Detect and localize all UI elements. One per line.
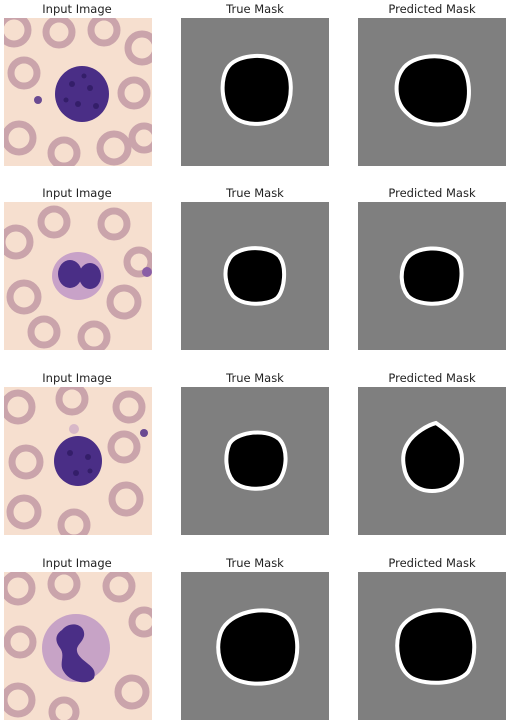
true-mask bbox=[181, 387, 329, 535]
input-image-title: Input Image bbox=[42, 186, 112, 200]
predicted-mask-title: Predicted Mask bbox=[388, 186, 476, 200]
true-mask-title: True Mask bbox=[226, 186, 284, 200]
input-image-title: Input Image bbox=[42, 556, 112, 570]
predicted-mask bbox=[358, 18, 506, 166]
input-image-title: Input Image bbox=[42, 2, 112, 16]
true-mask bbox=[181, 18, 329, 166]
input-image bbox=[4, 18, 152, 166]
input-image bbox=[4, 572, 152, 720]
true-mask bbox=[181, 572, 329, 720]
true-mask-title: True Mask bbox=[226, 2, 284, 16]
predicted-mask-title: Predicted Mask bbox=[388, 371, 476, 385]
predicted-mask bbox=[358, 387, 506, 535]
true-mask-title: True Mask bbox=[226, 371, 284, 385]
predicted-mask bbox=[358, 202, 506, 350]
input-image-title: Input Image bbox=[42, 371, 112, 385]
true-mask bbox=[181, 202, 329, 350]
predicted-mask-title: Predicted Mask bbox=[388, 556, 476, 570]
input-image bbox=[4, 387, 152, 535]
predicted-mask bbox=[358, 572, 506, 720]
input-image bbox=[4, 202, 152, 350]
true-mask-title: True Mask bbox=[226, 556, 284, 570]
predicted-mask-title: Predicted Mask bbox=[388, 2, 476, 16]
